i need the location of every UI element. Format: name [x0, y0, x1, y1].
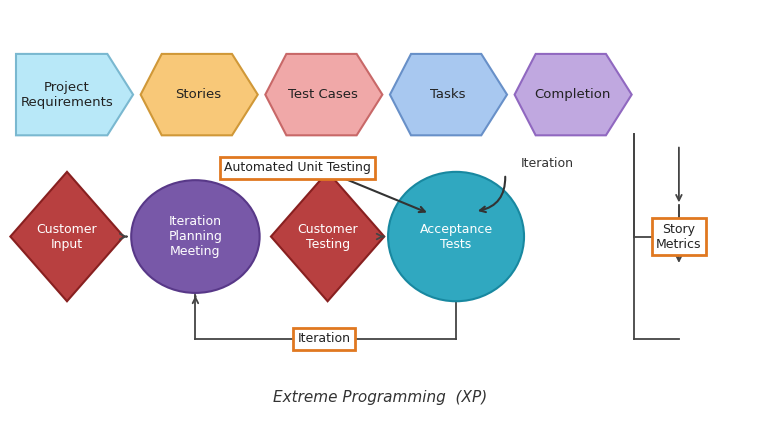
Polygon shape [16, 54, 133, 135]
Polygon shape [11, 172, 123, 301]
Text: Customer
Testing: Customer Testing [298, 222, 358, 250]
Ellipse shape [131, 180, 260, 293]
Polygon shape [271, 172, 384, 301]
Text: Story
Metrics: Story Metrics [656, 222, 702, 250]
Text: Iteration: Iteration [521, 157, 573, 170]
Text: Automated Unit Testing: Automated Unit Testing [224, 161, 371, 174]
Text: Extreme Programming  (XP): Extreme Programming (XP) [273, 390, 488, 405]
Text: Test Cases: Test Cases [288, 88, 358, 101]
Text: Customer
Input: Customer Input [37, 222, 97, 250]
Text: Stories: Stories [176, 88, 221, 101]
Ellipse shape [388, 172, 524, 301]
Polygon shape [514, 54, 632, 135]
Text: Project
Requirements: Project Requirements [21, 81, 113, 109]
Polygon shape [266, 54, 382, 135]
Polygon shape [390, 54, 507, 135]
Text: Iteration
Planning
Meeting: Iteration Planning Meeting [168, 215, 222, 258]
Text: Completion: Completion [534, 88, 610, 101]
Polygon shape [141, 54, 258, 135]
Text: Acceptance
Tests: Acceptance Tests [419, 222, 492, 250]
Text: Iteration: Iteration [298, 332, 350, 345]
Text: Tasks: Tasks [430, 88, 466, 101]
